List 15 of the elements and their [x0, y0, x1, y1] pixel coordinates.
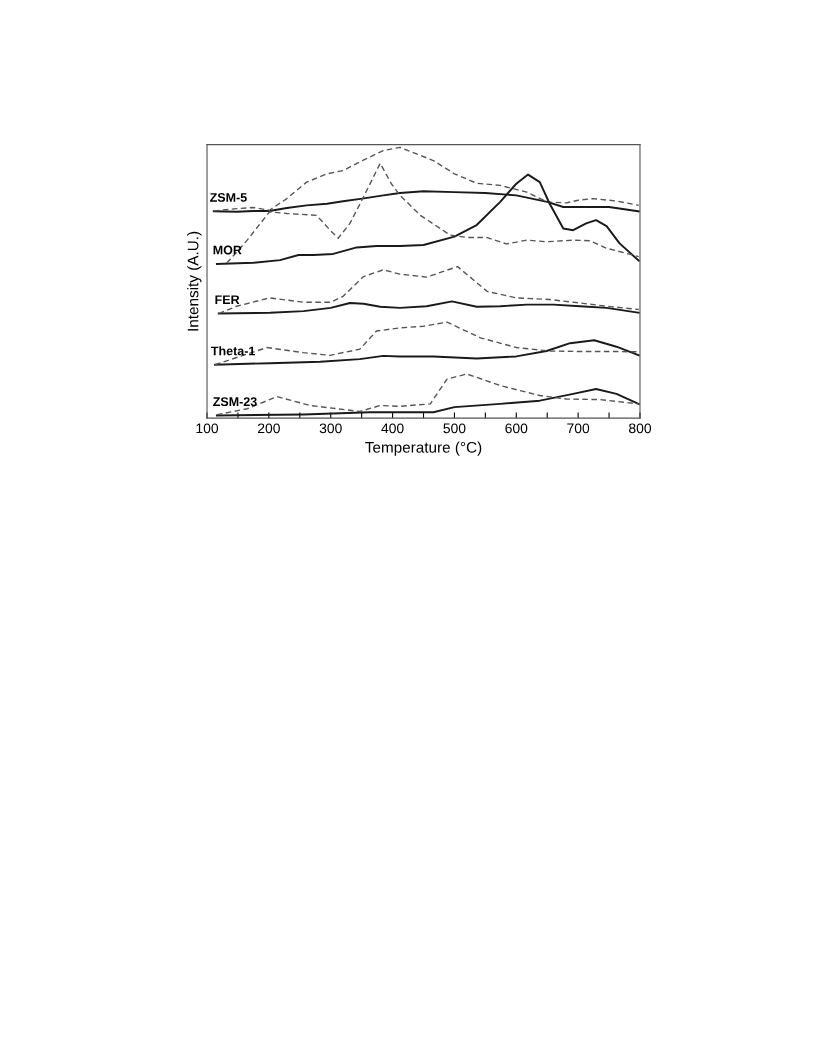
x-tick-label: 100	[196, 423, 219, 434]
series-label: MOR	[213, 245, 242, 255]
x-axis-title: Temperature (°C)	[365, 441, 482, 456]
series-label: ZSM-5	[210, 193, 247, 202]
x-tick-label: 500	[443, 423, 466, 434]
x-tick-label: 200	[257, 423, 280, 434]
x-tick-label: 700	[567, 423, 590, 434]
x-tick-label: 800	[629, 423, 652, 434]
y-axis-title: Intensity (A.U.)	[187, 231, 202, 331]
x-tick-label: 400	[381, 423, 404, 434]
series-label: Theta-1	[211, 346, 255, 356]
x-tick-label: 600	[505, 423, 528, 434]
series-label: ZSM-23	[213, 397, 257, 407]
series-label: FER	[215, 295, 240, 304]
x-tick-label: 300	[319, 423, 342, 434]
